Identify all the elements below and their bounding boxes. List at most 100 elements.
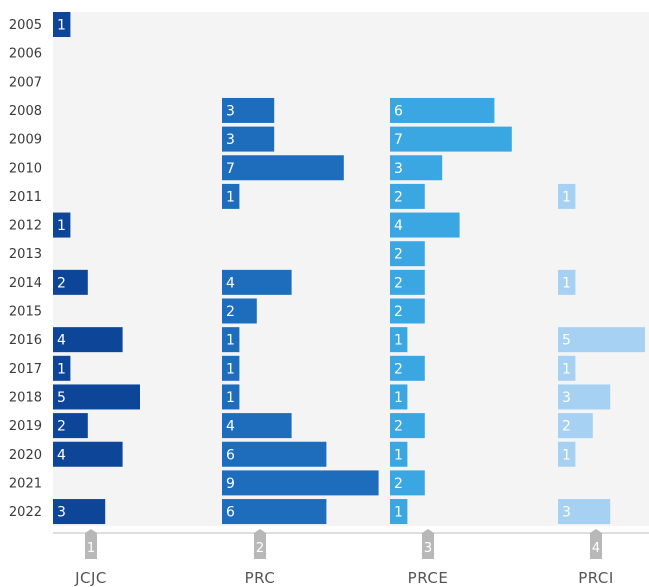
bar-prc-2018 [222, 384, 240, 410]
bars-group: 1 1 2 4 1 5 2 4 3 3 3 7 1 4 2 1 1 1 4 6 9 6 6 7 3 2 4 2 2 2 1 2 1 2 1 2 1 1 1 5… [53, 12, 645, 525]
year-label-2017: 2017 [9, 362, 42, 377]
bar-value-prci-2011: 1 [562, 189, 571, 205]
bar-prc-2010 [222, 155, 344, 181]
bar-prc-2019 [222, 413, 292, 439]
bar-value-prce-2022: 1 [394, 505, 403, 521]
bar-prc-2014 [222, 269, 292, 295]
bar-prce-2011 [390, 183, 425, 209]
year-label-2015: 2015 [9, 305, 42, 320]
bar-value-prce-2012: 4 [394, 218, 403, 234]
bar-prce-2020 [390, 441, 408, 467]
bar-value-prc-2008: 3 [226, 103, 235, 119]
bar-prce-2019 [390, 413, 425, 439]
year-label-2013: 2013 [9, 247, 42, 262]
bar-prce-2022 [390, 499, 408, 525]
bar-prci-2022 [558, 499, 611, 525]
year-label-2006: 2006 [9, 47, 42, 62]
bar-value-jcjc-2020: 4 [57, 447, 66, 463]
bar-value-prce-2020: 1 [394, 447, 403, 463]
bar-prc-2022 [222, 499, 327, 525]
bar-prce-2015 [390, 298, 425, 324]
bar-value-jcjc-2019: 2 [57, 419, 66, 435]
legend-badge-jcjc [85, 529, 97, 559]
bar-jcjc-2005 [53, 12, 71, 37]
bar-prc-2015 [222, 298, 257, 324]
bar-value-prci-2022: 3 [562, 505, 571, 521]
bar-jcjc-2017 [53, 355, 71, 381]
year-label-2009: 2009 [9, 133, 42, 148]
bar-value-prc-2018: 1 [226, 390, 235, 406]
bar-value-prce-2019: 2 [394, 419, 403, 435]
bar-prci-2014 [558, 269, 576, 295]
bar-prci-2020 [558, 441, 576, 467]
bar-value-prc-2016: 1 [226, 333, 235, 349]
year-axis: 2005 2006 2007 2008 2009 2010 2011 2012 2013 2014… [9, 18, 42, 520]
bar-value-jcjc-2014: 2 [57, 275, 66, 291]
bar-value-prce-2017: 2 [394, 361, 403, 377]
series-label-prc: PRC [245, 569, 276, 587]
series-label-jcjc: JCJC [74, 569, 107, 587]
bar-value-prce-2015: 2 [394, 304, 403, 320]
bar-value-prc-2010: 7 [226, 161, 235, 177]
bar-jcjc-2018 [53, 384, 140, 410]
bar-prci-2018 [558, 384, 611, 410]
bar-value-jcjc-2016: 4 [57, 333, 66, 349]
series-legend: 1 JCJC 2 PRC 3 PRCE 4 PRCI [74, 529, 614, 587]
legend-badge-prci [590, 529, 602, 559]
bar-value-prci-2016: 5 [562, 333, 571, 349]
year-label-2011: 2011 [9, 190, 42, 205]
bar-prce-2009 [390, 126, 512, 152]
bar-prce-2013 [390, 241, 425, 267]
year-label-2022: 2022 [9, 505, 42, 520]
bar-value-jcjc-2005: 1 [57, 18, 66, 34]
bar-value-prce-2013: 2 [394, 247, 403, 263]
bar-jcjc-2014 [53, 269, 88, 295]
bar-prc-2009 [222, 126, 275, 152]
bar-value-jcjc-2018: 5 [57, 390, 66, 406]
bar-value-prc-2021: 9 [226, 476, 235, 492]
bar-prci-2017 [558, 355, 576, 381]
bar-jcjc-2020 [53, 441, 123, 467]
bar-value-prc-2022: 6 [226, 505, 235, 521]
year-label-2012: 2012 [9, 219, 42, 234]
bar-value-prc-2011: 1 [226, 189, 235, 205]
bar-value-prc-2017: 1 [226, 361, 235, 377]
bar-jcjc-2016 [53, 327, 123, 353]
bar-prci-2019 [558, 413, 593, 439]
bar-prce-2008 [390, 97, 495, 123]
bar-value-prc-2014: 4 [226, 275, 235, 291]
bar-value-prce-2009: 7 [394, 132, 403, 148]
bar-value-prce-2021: 2 [394, 476, 403, 492]
bar-value-jcjc-2017: 1 [57, 361, 66, 377]
bar-value-prc-2015: 2 [226, 304, 235, 320]
bar-prce-2010 [390, 155, 443, 181]
bar-value-prc-2009: 3 [226, 132, 235, 148]
year-label-2005: 2005 [9, 18, 42, 33]
year-label-2018: 2018 [9, 390, 42, 405]
year-label-2020: 2020 [9, 448, 42, 463]
bar-prce-2017 [390, 355, 425, 381]
legend-badge-number-prci: 4 [592, 541, 600, 556]
year-label-2021: 2021 [9, 476, 42, 491]
legend-badge-prce [422, 529, 434, 559]
bar-value-prce-2008: 6 [394, 103, 403, 119]
bar-prce-2014 [390, 269, 425, 295]
bar-prci-2011 [558, 183, 576, 209]
bar-prce-2016 [390, 327, 408, 353]
bar-prc-2021 [222, 470, 379, 496]
bar-value-prce-2011: 2 [394, 189, 403, 205]
bar-value-prce-2016: 1 [394, 333, 403, 349]
bar-value-prce-2010: 3 [394, 161, 403, 177]
year-label-2008: 2008 [9, 104, 42, 119]
plot-background [53, 12, 649, 526]
legend-badge-number-jcjc: 1 [87, 541, 95, 556]
series-label-prce: PRCE [408, 569, 449, 587]
bar-prce-2018 [390, 384, 408, 410]
legend-badge-number-prc: 2 [256, 541, 264, 556]
bar-prc-2020 [222, 441, 327, 467]
bar-jcjc-2022 [53, 499, 106, 525]
series-label-prci: PRCI [578, 569, 614, 587]
bar-value-prci-2018: 3 [562, 390, 571, 406]
bar-value-prce-2014: 2 [394, 275, 403, 291]
